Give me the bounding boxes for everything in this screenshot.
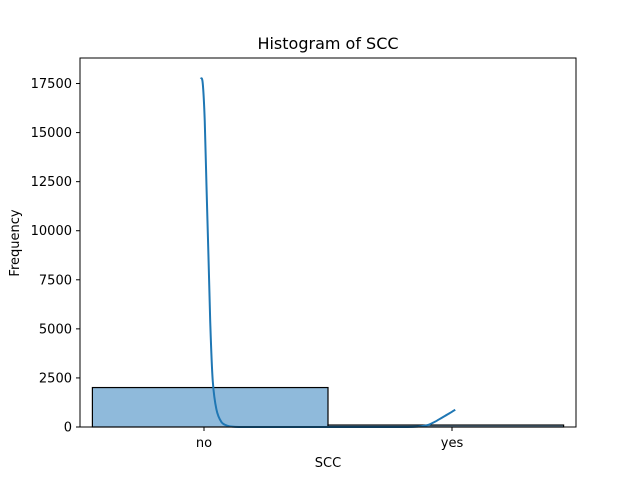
bar-no bbox=[91, 386, 329, 428]
y-tick-label: 10000 bbox=[31, 224, 72, 239]
x-axis-label: SCC bbox=[315, 456, 341, 471]
y-tick-label: 15000 bbox=[31, 126, 72, 141]
plot-frame bbox=[79, 57, 577, 428]
y-tick-label: 5000 bbox=[39, 322, 72, 337]
y-axis: 0 2500 5000 7500 10000 12500 15000 17500 bbox=[31, 77, 80, 436]
bars-layer bbox=[91, 386, 565, 428]
y-tick-label: 2500 bbox=[39, 371, 72, 386]
chart-title: Histogram of SCC bbox=[257, 34, 398, 53]
x-tick-label-no: no bbox=[196, 436, 212, 451]
x-axis: no yes bbox=[196, 427, 464, 451]
y-axis-label: Frequency bbox=[8, 209, 23, 276]
y-tick-label: 0 bbox=[64, 421, 72, 436]
y-tick-label: 17500 bbox=[31, 77, 72, 92]
y-tick-label: 7500 bbox=[39, 273, 72, 288]
x-tick-label-yes: yes bbox=[441, 436, 464, 451]
y-tick-label: 12500 bbox=[31, 175, 72, 190]
